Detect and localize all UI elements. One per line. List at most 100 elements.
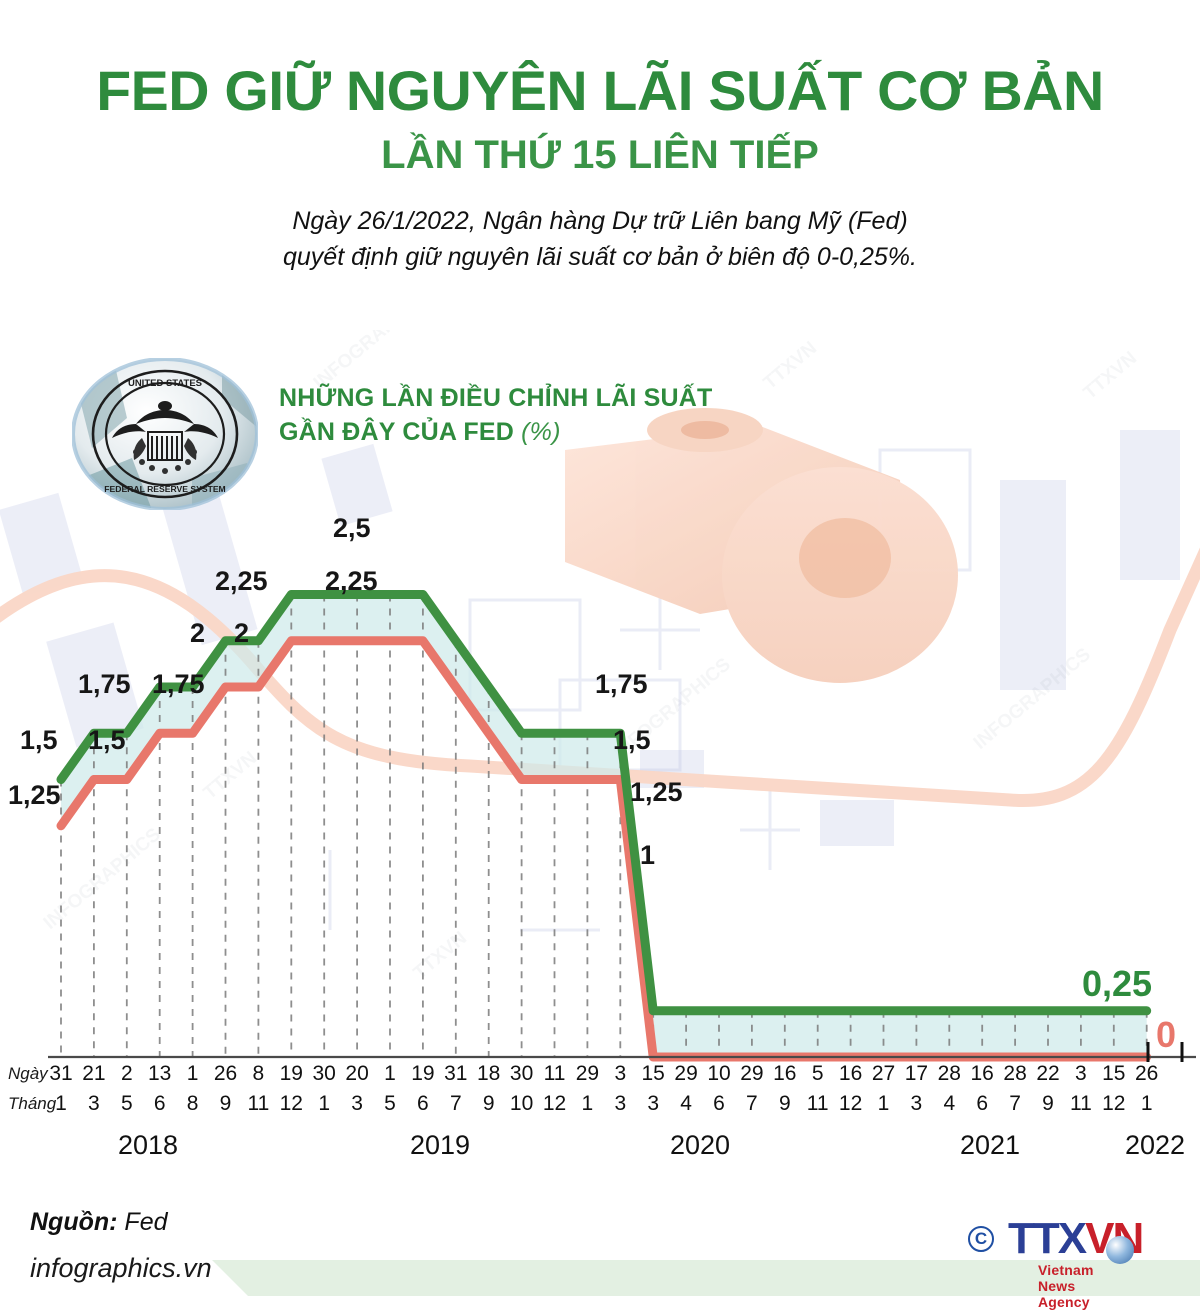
axis-month-tick: 11	[1069, 1092, 1092, 1115]
axis-month-tick: 7	[746, 1092, 758, 1115]
axis-month-tick: 12	[838, 1092, 863, 1115]
axis-day-tick: 26	[1135, 1062, 1159, 1085]
axis-month-tick: 6	[713, 1092, 725, 1115]
axis-month-tick: 4	[943, 1092, 956, 1115]
axis-day-tick: 8	[252, 1062, 265, 1085]
data-label: 1,5	[613, 725, 651, 755]
x-axis: Ngày Tháng 31 21 2 13 1 26 8 19 30 20 1 19 31 18 30 11 2…	[0, 1062, 1200, 1182]
upper-bound-path	[56, 590, 1152, 1016]
axis-day-tick: 3	[1075, 1062, 1087, 1085]
axis-day-tick: 18	[477, 1062, 501, 1085]
axis-month-tick: 3	[910, 1092, 923, 1115]
page-subtitle: LẦN THỨ 15 LIÊN TIẾP	[381, 133, 819, 178]
axis-row-label-day: Ngày	[8, 1064, 48, 1083]
data-label: 1,25	[8, 780, 61, 810]
site-url[interactable]: infographics.vn	[30, 1253, 212, 1283]
data-label: 2,25	[325, 566, 378, 596]
axis-day-tick: 19	[411, 1062, 435, 1085]
axis-day-tick: 28	[937, 1062, 961, 1085]
axis-row-label-month: Tháng	[8, 1094, 57, 1113]
axis-month-tick: 3	[647, 1092, 660, 1115]
axis-day-tick: 17	[904, 1062, 929, 1085]
axis-month-tick: 11	[806, 1092, 829, 1115]
axis-year-label: 2021	[959, 1130, 1021, 1160]
axis-month-tick: 6	[153, 1092, 166, 1115]
data-label: 2	[190, 618, 206, 648]
data-label: 1,75	[595, 669, 648, 699]
chart-title-line-2-wrap: GẦN ĐÂY CỦA FED (%)	[279, 416, 712, 450]
axis-year-label: 2020	[669, 1130, 731, 1160]
band-fill	[61, 594, 1147, 1057]
axis-day-tick: 27	[871, 1062, 896, 1085]
data-label: 1,5	[20, 725, 58, 755]
axis-day-tick: 2	[120, 1062, 133, 1085]
lead-paragraph: Ngày 26/1/2022, Ngân hàng Dự trữ Liên ba…	[0, 204, 1200, 275]
axis-month-tick: 12	[279, 1092, 303, 1115]
axis-year-label: 2022	[1124, 1130, 1186, 1160]
axis-month-tick: 11	[247, 1092, 270, 1115]
axis-day-tick: 1	[384, 1062, 396, 1085]
lower-bound-line	[56, 636, 1152, 1062]
footer-band	[0, 1260, 1200, 1296]
rate-chart: 1,5 1,25 1,75 1,5 2 1,75 2,25 2 2,5 2,25 1,75 1,5 1,…	[0, 470, 1200, 1070]
data-label: 0,25	[1082, 963, 1153, 1004]
data-label: 2	[234, 618, 250, 648]
axis-day-tick: 30	[509, 1062, 534, 1085]
seal-top-text: UNITED STATES	[128, 378, 202, 389]
axis-year-label: 2019	[409, 1130, 471, 1160]
axis-month-tick: 9	[482, 1092, 495, 1115]
axis-day-tick: 16	[838, 1062, 863, 1085]
ttxvn-tagline: Vietnam News Agency	[1038, 1262, 1094, 1310]
axis-day-tick: 21	[82, 1062, 106, 1085]
globe-icon	[1106, 1236, 1134, 1264]
chart-title: NHỮNG LẦN ĐIỀU CHỈNH LÃI SUẤT GẦN ĐÂY CỦ…	[279, 382, 712, 449]
axis-month-tick: 12	[1102, 1092, 1126, 1115]
axis-day-tick: 29	[575, 1062, 600, 1085]
axis-month-tick: 12	[542, 1092, 567, 1115]
seal-bottom-text: FEDERAL RESERVE SYSTEM	[104, 484, 225, 494]
ttxvn-wordmark: TTXVN	[1008, 1214, 1144, 1264]
source-label: Nguồn:	[30, 1208, 118, 1236]
axis-month-tick: 5	[384, 1092, 396, 1115]
data-label: 0	[1156, 1014, 1177, 1055]
axis-month-tick: 9	[778, 1092, 791, 1115]
chart-unit: (%)	[521, 417, 561, 446]
data-label: 1,25	[630, 777, 683, 807]
chart-plot-area	[48, 590, 1196, 1062]
axis-day-tick: 28	[1003, 1062, 1027, 1085]
axis-day-tick: 31	[444, 1062, 468, 1085]
upper-bound-line	[56, 590, 1152, 1016]
axis-month-tick: 7	[449, 1092, 462, 1115]
source-value: Fed	[124, 1208, 168, 1236]
axis-month-tick: 1	[318, 1092, 331, 1115]
axis-day-tick: 15	[1102, 1062, 1126, 1085]
axis-day-tick: 3	[614, 1062, 627, 1085]
axis-month-tick: 3	[614, 1092, 627, 1115]
lead-line-2: quyết định giữ nguyên lãi suất cơ bản ở …	[283, 242, 917, 271]
axis-day-tick: 29	[740, 1062, 764, 1085]
axis-day-tick: 1	[186, 1062, 199, 1085]
axis-month-tick: 1	[877, 1092, 890, 1115]
axis-month-tick: 3	[88, 1092, 100, 1115]
axis-month-tick: 5	[120, 1092, 133, 1115]
data-label: 1,75	[152, 669, 205, 699]
copyright-icon: C	[968, 1226, 994, 1252]
axis-day-tick: 11	[543, 1062, 566, 1085]
ttxvn-mark-tt: TTX	[1008, 1214, 1087, 1263]
axis-day-tick: 16	[970, 1062, 994, 1085]
axis-month-tick: 7	[1009, 1092, 1021, 1115]
data-label: 1,75	[78, 669, 131, 699]
axis-day-tick: 15	[641, 1062, 665, 1085]
data-label: 2,25	[215, 566, 268, 596]
axis-day-tick: 16	[773, 1062, 797, 1085]
axis-line	[48, 1042, 1196, 1062]
axis-month-tick: 1	[581, 1092, 594, 1115]
axis-month-tick: 9	[1042, 1092, 1054, 1115]
axis-year-label: 2018	[117, 1130, 179, 1160]
fed-seal-icon: UNITED STATES FEDERAL RESERVE SYSTEM	[71, 357, 259, 511]
data-label: 1	[640, 840, 656, 870]
axis-day-tick: 10	[707, 1062, 731, 1085]
lower-bound-path	[56, 636, 1152, 1062]
data-label: 1,5	[88, 725, 126, 755]
source-note: Nguồn: Fed	[30, 1208, 168, 1237]
